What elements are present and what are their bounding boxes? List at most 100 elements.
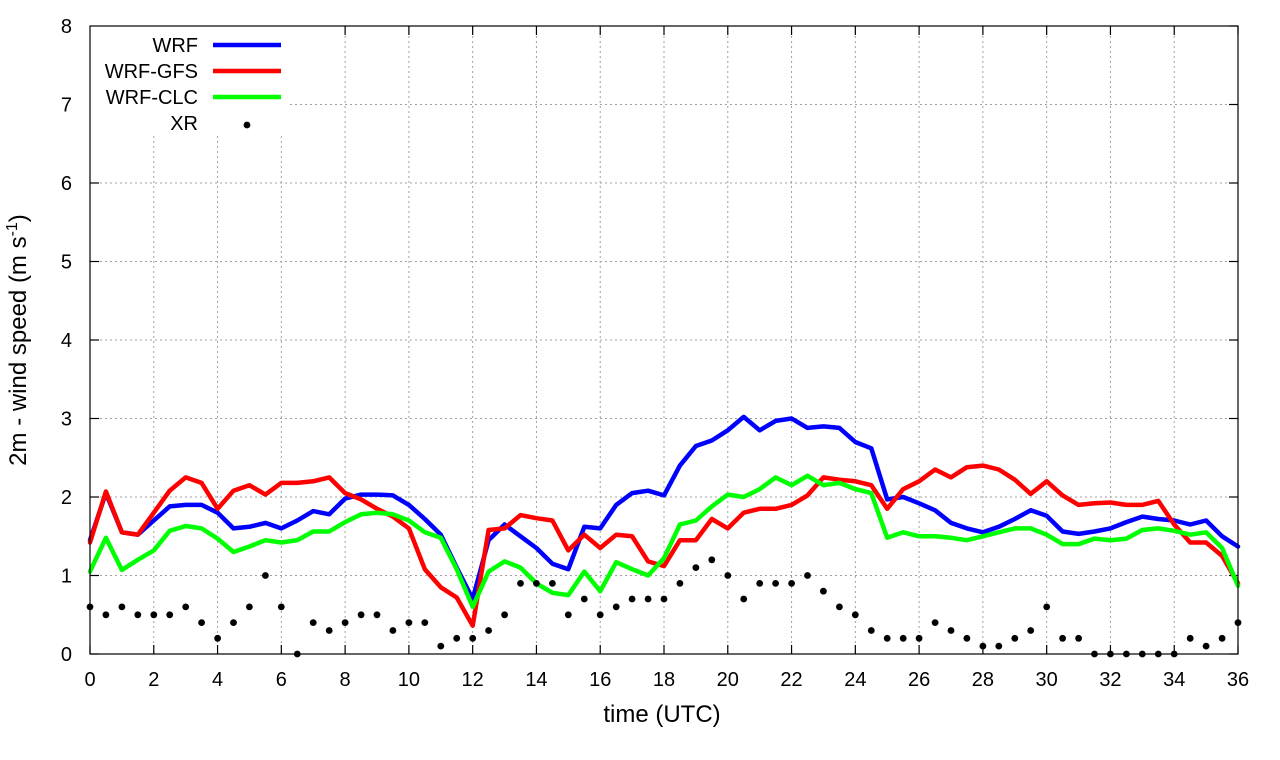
data-point-xr: [1186, 634, 1194, 642]
data-point-xr: [580, 595, 588, 603]
data-point-xr: [740, 595, 748, 603]
data-point-xr: [644, 595, 652, 603]
data-point-xr: [883, 634, 891, 642]
data-point-xr: [421, 619, 429, 626]
x-axis-title: time (UTC): [603, 701, 720, 728]
data-point-xr: [660, 595, 668, 603]
legend-label-wrf: WRF: [152, 35, 198, 57]
data-point-xr: [166, 611, 174, 619]
x-tick-label: 30: [1036, 669, 1058, 691]
series-points-xr: [86, 556, 1242, 658]
data-point-xr: [214, 634, 222, 642]
plot-series: [86, 414, 1242, 658]
data-point-xr: [804, 572, 811, 579]
data-point-xr: [309, 619, 317, 626]
x-tick-label: 26: [908, 669, 930, 691]
data-point-xr: [947, 627, 955, 634]
x-tick-label: 16: [589, 669, 611, 691]
data-point-xr: [533, 580, 540, 587]
legend-label-xr: XR: [170, 113, 198, 135]
x-tick-label: 36: [1227, 669, 1249, 691]
series-line-wrf-gfs: [87, 463, 1241, 628]
data-point-xr: [262, 572, 269, 579]
y-axis-title: 2m - wind speed (m s-1): [4, 214, 32, 466]
data-point-xr: [102, 611, 110, 619]
data-point-xr: [357, 611, 365, 619]
x-tick-label: 22: [780, 669, 802, 691]
data-point-xr: [389, 627, 397, 634]
x-tick-label: 8: [340, 669, 351, 691]
data-point-xr: [756, 580, 764, 587]
y-tick-label: 3: [61, 409, 72, 431]
data-point-xr: [1043, 603, 1051, 611]
y-axis-title-main: 2m - wind speed (m s: [5, 236, 32, 465]
y-tick-label: 0: [61, 644, 72, 666]
y-tick-label: 4: [61, 330, 72, 352]
legend-swatch-xr: [243, 121, 251, 129]
data-point-xr: [246, 603, 253, 611]
data-point-xr: [851, 611, 859, 619]
data-point-xr: [341, 619, 349, 626]
plot-frame: [89, 25, 1239, 655]
y-tick-label: 1: [61, 566, 72, 588]
legend-background: [80, 24, 290, 136]
data-point-xr: [979, 642, 987, 650]
x-tick-label: 18: [653, 669, 675, 691]
data-point-xr: [1011, 634, 1019, 642]
data-point-xr: [501, 611, 508, 619]
series-line-wrf: [87, 414, 1241, 602]
data-point-xr: [708, 556, 716, 564]
data-point-xr: [118, 603, 126, 611]
y-tick-label: 6: [61, 173, 72, 195]
data-point-xr: [772, 580, 779, 587]
data-point-xr: [517, 580, 524, 587]
x-tick-label: 2: [148, 669, 159, 691]
x-tick-label: 20: [717, 669, 739, 691]
data-point-xr: [469, 634, 477, 642]
data-point-xr: [150, 611, 158, 619]
y-tick-label: 5: [61, 252, 72, 274]
data-point-xr: [325, 627, 333, 634]
data-point-xr: [596, 611, 604, 619]
x-tick-label: 6: [276, 669, 287, 691]
x-tick-label: 34: [1163, 669, 1185, 691]
x-tick-label: 32: [1099, 669, 1121, 691]
data-point-xr: [1059, 634, 1066, 642]
data-point-xr: [676, 580, 684, 587]
series-line-wrf-clc: [87, 473, 1241, 610]
y-axis-ticks: 0 1 2 3 4 5 6 7 8: [61, 16, 1238, 666]
data-point-xr: [724, 572, 732, 579]
legend: WRF WRF-GFS WRF-CLC XR: [80, 24, 290, 136]
data-point-xr: [612, 603, 620, 611]
data-point-xr: [836, 603, 843, 611]
x-tick-label: 4: [212, 669, 223, 691]
data-point-xr: [963, 634, 971, 642]
data-point-xr: [437, 642, 445, 650]
x-tick-label: 24: [844, 669, 866, 691]
data-point-xr: [867, 627, 875, 634]
data-point-xr: [198, 619, 206, 626]
data-point-xr: [453, 634, 461, 642]
x-tick-label: 14: [525, 669, 547, 691]
x-tick-label: 0: [84, 669, 95, 691]
data-point-xr: [820, 587, 827, 595]
data-point-xr: [405, 619, 413, 626]
y-tick-label: 2: [61, 487, 72, 509]
data-point-xr: [230, 619, 237, 626]
y-tick-label: 8: [61, 16, 72, 38]
data-point-xr: [1202, 642, 1210, 650]
data-point-xr: [182, 603, 190, 611]
data-point-xr: [931, 619, 939, 626]
y-axis-title-superscript: -1: [4, 222, 21, 236]
x-tick-label: 10: [398, 669, 420, 691]
data-point-xr: [995, 642, 1003, 650]
x-tick-label: 28: [972, 669, 994, 691]
data-point-xr: [277, 603, 285, 611]
y-axis-title-end: ): [5, 214, 32, 222]
data-point-xr: [788, 580, 795, 587]
data-point-xr: [564, 611, 572, 619]
data-point-xr: [485, 627, 492, 634]
data-point-xr: [1075, 634, 1082, 642]
data-point-xr: [134, 611, 142, 619]
